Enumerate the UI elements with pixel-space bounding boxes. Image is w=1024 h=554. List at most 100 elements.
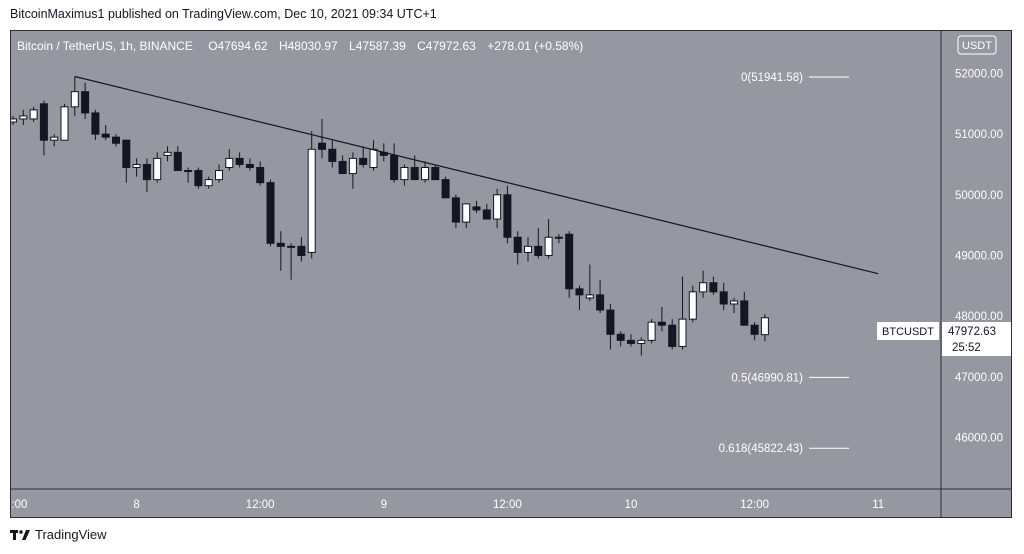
candle-body	[637, 339, 646, 344]
candle	[256, 161, 265, 186]
candle-body	[215, 170, 223, 181]
candle	[163, 146, 172, 162]
candle	[493, 188, 502, 229]
candle	[462, 203, 471, 229]
candle	[307, 131, 316, 259]
candle	[70, 76, 79, 116]
candle	[565, 231, 574, 298]
candle	[688, 285, 697, 323]
y-tick-label: 49000.00	[955, 250, 1003, 262]
price-tag-countdown: 25:52	[952, 342, 981, 354]
candle-body	[245, 163, 254, 168]
candle-body	[256, 166, 265, 184]
candle	[369, 140, 378, 171]
candle	[287, 243, 296, 280]
candle	[142, 158, 151, 192]
candle-body	[565, 233, 574, 290]
fib-level[interactable]: 0.618(45822.43)	[719, 443, 849, 455]
candle	[657, 307, 666, 332]
candle-body	[266, 182, 275, 244]
candle	[513, 231, 522, 265]
candle	[441, 176, 450, 199]
candle	[359, 146, 368, 168]
candle-body	[91, 112, 100, 135]
candle-body	[318, 142, 326, 150]
candle-body	[575, 288, 584, 296]
tradingview-logo-icon[interactable]	[10, 529, 30, 541]
candle	[204, 176, 213, 189]
candle-body	[627, 339, 635, 344]
candle-body	[50, 136, 59, 141]
candle-body	[400, 166, 409, 181]
candle-body	[60, 106, 69, 141]
candle	[637, 337, 646, 356]
price-scale[interactable]: 52000.00 51000.00 50000.00 49000.00 48000.00…	[955, 68, 1003, 444]
candle-body	[462, 203, 471, 223]
candle-body	[740, 300, 749, 326]
candle-body	[544, 236, 553, 256]
candle-body	[112, 136, 120, 144]
candle-body	[431, 166, 440, 181]
price-chart[interactable]: 0(51941.58)0.5(46990.81)0.618(45822.43) …	[11, 31, 1012, 518]
candle	[421, 161, 429, 183]
fib-level[interactable]: 0(51941.58)	[741, 72, 849, 84]
currency-badge[interactable]: USDT	[957, 35, 997, 55]
candle	[39, 100, 48, 156]
candle	[266, 179, 275, 247]
y-tick-label: 51000.00	[955, 129, 1003, 141]
candle	[544, 219, 553, 259]
candle-body	[338, 160, 347, 175]
candle-body	[153, 157, 162, 181]
candle	[431, 164, 440, 181]
candle-body	[390, 154, 399, 181]
candle-body	[719, 291, 728, 305]
candle-body	[699, 282, 708, 293]
candle	[647, 319, 656, 344]
candle-body	[410, 166, 419, 181]
candle	[318, 118, 326, 159]
candle-body	[328, 148, 337, 162]
candle-body	[554, 236, 563, 239]
descending-trendline[interactable]	[74, 75, 879, 275]
fib-level[interactable]: 0.5(46990.81)	[731, 372, 849, 384]
chart-panel[interactable]: 0(51941.58) 0.5(46990.81) 0.618(45822.43) …	[10, 30, 1012, 518]
candle-body	[132, 163, 141, 168]
candle-body	[493, 194, 502, 220]
x-tick-label: 9	[381, 499, 387, 511]
y-tick-label: 50000.00	[955, 190, 1003, 202]
legend-close-label: C	[417, 39, 426, 53]
candle	[554, 234, 563, 244]
legend-low-label: L	[349, 39, 356, 53]
candle-body	[441, 179, 450, 199]
candle-body	[39, 103, 48, 141]
x-tick-label: 12:00	[246, 499, 275, 511]
candle	[194, 167, 203, 189]
footer-brand[interactable]: TradingView	[35, 527, 107, 542]
candle	[740, 291, 749, 326]
candle	[215, 164, 223, 183]
candle-body	[616, 333, 625, 341]
candle-body	[101, 133, 110, 138]
candle	[225, 149, 234, 171]
candle-body	[70, 91, 79, 108]
candle	[699, 270, 708, 298]
footer: TradingView	[10, 527, 107, 542]
candle-body	[688, 291, 697, 320]
y-tick-label: 46000.00	[955, 432, 1003, 444]
x-tick-label: 12:00	[740, 499, 769, 511]
candle-body	[668, 324, 677, 347]
candle	[122, 139, 131, 183]
candle-body	[369, 148, 378, 168]
legend-close: 47972.63	[426, 39, 476, 53]
legend-high: 48030.97	[288, 39, 338, 53]
legend-open-label: O	[208, 39, 217, 53]
candle-body	[194, 170, 203, 187]
legend-change: +278.01 (+0.58%)	[487, 39, 583, 53]
candle-body	[472, 206, 481, 211]
candle	[606, 303, 615, 350]
time-scale[interactable]: 12:00 8 12:00 9 12:00 10 12:00 11	[11, 499, 884, 511]
svg-text:Bitcoin / TetherUS, 1h, BINANC: Bitcoin / TetherUS, 1h, BINANCE O47694.6…	[17, 39, 583, 53]
candle-body	[11, 118, 17, 123]
y-tick-label: 47000.00	[955, 372, 1003, 384]
candle-body	[225, 157, 234, 168]
